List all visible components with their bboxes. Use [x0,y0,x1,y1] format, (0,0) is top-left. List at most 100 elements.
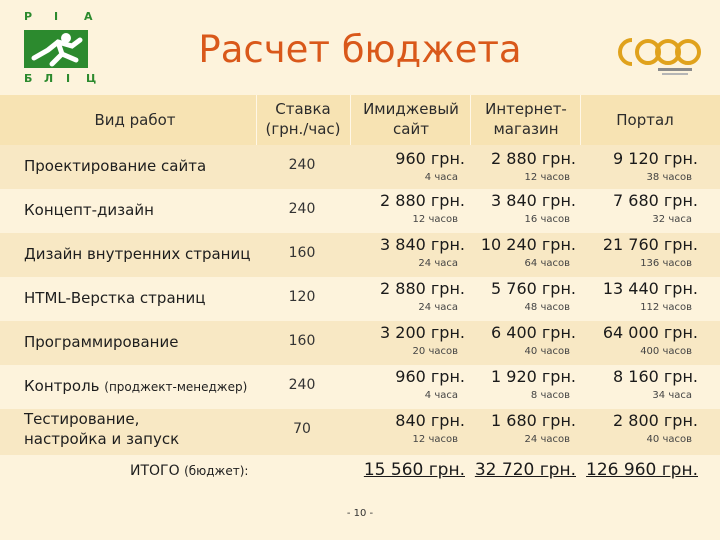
table-row: Контроль (проджект-менеджер) 240 960 грн… [0,365,720,409]
portal-hours: 38 часов [646,172,692,183]
image-site-cost: 840 грн. [395,411,465,430]
portal-cost: 21 760 грн. [602,235,698,254]
work-name-line2: настройка и запуск [24,430,180,448]
table-row: Дизайн внутренних страниц 160 3 840 грн.… [0,233,720,277]
image-site-hours: 4 часа [424,390,458,401]
image-site-hours: 24 часа [418,302,458,313]
header-eshop: Интернет- магазин [472,99,580,139]
header-rate-line1: Ставка [275,100,331,118]
image-site-cost: 2 880 грн. [380,279,465,298]
header-image-site-line2: сайт [393,120,429,138]
portal-cost: 9 120 грн. [613,149,698,168]
image-site-total: 15 560 грн. [363,460,465,480]
portal-hours: 112 часов [640,302,692,313]
eshop-hours: 48 часов [524,302,570,313]
logo-letter: А [84,10,93,23]
image-site-hours: 4 часа [424,172,458,183]
image-site-cost: 3 200 грн. [380,323,465,342]
rate-value: 70 [293,421,311,437]
header-rate: Ставка (грн./час) [256,99,350,139]
portal-hours: 136 часов [640,258,692,269]
image-site-cost: 3 840 грн. [380,235,465,254]
work-name-note: (проджект-менеджер) [104,380,248,394]
table-row: Проектирование сайта 240 960 грн. 4 часа… [0,145,720,189]
table-header [0,95,720,145]
eshop-hours: 12 часов [524,172,570,183]
table-row: Концепт-дизайн 240 2 880 грн. 12 часов 3… [0,189,720,233]
eshop-total: 32 720 грн. [474,460,576,480]
eshop-cost: 1 680 грн. [491,411,576,430]
brand-rings-logo [618,30,708,78]
header-eshop-line1: Интернет- [485,100,567,118]
work-name-main: Контроль [24,377,100,395]
logo-letter: І [66,72,71,85]
work-name: Дизайн внутренних страниц [24,245,251,263]
portal-hours: 40 часов [646,434,692,445]
total-label-main: ИТОГО [130,463,180,479]
ria-blic-logo: Р І А Б Л І Ц [22,10,102,86]
portal-hours: 34 часа [652,390,692,401]
eshop-cost: 6 400 грн. [491,323,576,342]
image-site-cost: 2 880 грн. [380,191,465,210]
eshop-hours: 64 часов [524,258,570,269]
work-name: Тестирование, настройка и запуск [24,409,179,449]
column-divider [350,95,351,145]
image-site-cost: 960 грн. [395,149,465,168]
rate-value: 160 [288,333,316,349]
eshop-cost: 1 920 грн. [491,367,576,386]
column-divider [580,95,581,145]
portal-cost: 7 680 грн. [613,191,698,210]
image-site-cost: 960 грн. [395,367,465,386]
rate-value: 120 [288,289,316,305]
total-label-note: (бюджет): [184,464,249,478]
image-site-hours: 24 часа [418,258,458,269]
table-row: Программирование 160 3 200 грн. 20 часов… [0,321,720,365]
work-name: Концепт-дизайн [24,201,154,219]
rate-value: 240 [288,377,316,393]
work-name: Контроль (проджект-менеджер) [24,377,247,395]
logo-letter: Ц [86,72,97,85]
logo-letter: Б [24,72,33,85]
logo-letter: Л [44,72,54,85]
runner-icon [24,30,88,68]
image-site-hours: 20 часов [412,346,458,357]
page-title: Расчет бюджета [198,28,522,71]
portal-hours: 32 часа [652,214,692,225]
work-name: Проектирование сайта [24,157,207,175]
eshop-cost: 5 760 грн. [491,279,576,298]
rate-value: 160 [288,245,316,261]
portal-total: 126 960 грн. [586,460,698,480]
eshop-hours: 24 часов [524,434,570,445]
logo-letter: І [54,10,59,23]
header-portal: Портал [616,111,674,129]
column-divider [256,95,257,145]
table-row: Тестирование, настройка и запуск 70 840 … [0,409,720,455]
portal-cost: 8 160 грн. [613,367,698,386]
rate-value: 240 [288,157,316,173]
header-image-site: Имиджевый сайт [352,99,470,139]
portal-cost: 64 000 грн. [602,323,698,342]
portal-hours: 400 часов [640,346,692,357]
rate-value: 240 [288,201,316,217]
header-rate-line2: (грн./час) [265,120,341,138]
work-name: HTML-Верстка страниц [24,289,206,307]
portal-cost: 2 800 грн. [613,411,698,430]
eshop-cost: 3 840 грн. [491,191,576,210]
work-name: Программирование [24,333,179,351]
column-divider [470,95,471,145]
page-number: - 10 - [346,508,374,519]
portal-cost: 13 440 грн. [602,279,698,298]
table-row: HTML-Верстка страниц 120 2 880 грн. 24 ч… [0,277,720,321]
image-site-hours: 12 часов [412,214,458,225]
header-image-site-line1: Имиджевый [363,100,459,118]
image-site-hours: 12 часов [412,434,458,445]
eshop-hours: 8 часов [530,390,570,401]
work-name-line1: Тестирование, [24,410,140,428]
eshop-hours: 40 часов [524,346,570,357]
header-work-type: Вид работ [94,111,176,129]
header-eshop-line2: магазин [493,120,559,138]
total-label: ИТОГО (бюджет): [130,463,248,479]
eshop-cost: 2 880 грн. [491,149,576,168]
eshop-cost: 10 240 грн. [480,235,576,254]
